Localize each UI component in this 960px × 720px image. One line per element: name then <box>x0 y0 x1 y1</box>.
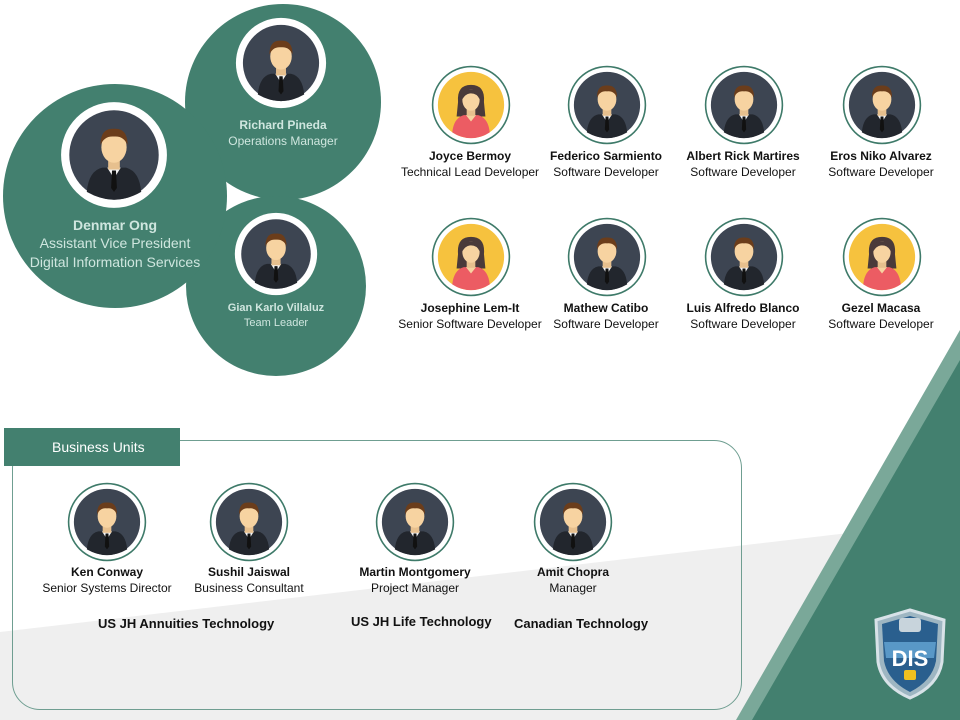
person-name: Amit Chopra <box>537 565 609 579</box>
avatar <box>704 217 784 297</box>
person-role: Team Leader <box>243 316 309 329</box>
avatar <box>67 482 147 562</box>
developer-card: Eros Niko Alvarez Software Developer <box>800 149 960 181</box>
developer-card: Josephine Lem-It Senior Software Develop… <box>389 301 551 333</box>
person-name: Josephine Lem-It <box>420 301 520 315</box>
business-units-tab: Business Units <box>4 428 180 466</box>
person-name: Martin Montgomery <box>359 565 471 579</box>
business-unit-group: US JH Annuities Technology <box>98 616 275 631</box>
person-role: Project Manager <box>370 580 460 595</box>
person-role: Software Developer <box>828 316 934 331</box>
person-name: Albert Rick Martires <box>686 149 800 163</box>
person-name: Gian Karlo Villaluz <box>227 302 325 314</box>
business-unit-person: Amit Chopra Manager <box>493 565 653 597</box>
avatar <box>431 217 511 297</box>
person-role: Software Developer <box>828 164 934 179</box>
avatar <box>235 17 327 109</box>
avatar <box>533 482 613 562</box>
avp-label: Denmar Ong Assistant Vice President Digi… <box>10 216 220 271</box>
avatar <box>234 212 318 296</box>
person-role: Software Developer <box>690 316 796 331</box>
person-role: Assistant Vice President <box>39 235 191 252</box>
person-role: Software Developer <box>553 164 659 179</box>
developer-card: Gezel Macasa Software Developer <box>800 301 960 333</box>
person-name: Ken Conway <box>70 565 143 579</box>
dis-logo: DIS <box>874 608 946 700</box>
person-name: Sushil Jaiswal <box>207 565 291 579</box>
avatar <box>842 65 922 145</box>
team-leader-label: Gian Karlo Villaluz Team Leader <box>196 301 356 330</box>
person-name: Eros Niko Alvarez <box>830 149 932 163</box>
business-unit-person: Martin Montgomery Project Manager <box>335 565 495 597</box>
person-role: Technical Lead Developer <box>400 164 540 179</box>
developer-card: Mathew Catibo Software Developer <box>525 301 687 333</box>
person-name: Joyce Bermoy <box>428 149 512 163</box>
person-name: Richard Pineda <box>239 118 327 132</box>
avatar <box>375 482 455 562</box>
person-name: Gezel Macasa <box>841 301 921 315</box>
person-role: Senior Systems Director <box>42 580 172 595</box>
developer-card: Luis Alfredo Blanco Software Developer <box>662 301 824 333</box>
person-name: Federico Sarmiento <box>549 149 663 163</box>
person-name: Luis Alfredo Blanco <box>686 301 800 315</box>
person-role: Operations Manager <box>228 133 338 148</box>
business-units-panel <box>12 440 742 710</box>
avatar <box>431 65 511 145</box>
person-role: Senior Software Developer <box>398 316 542 331</box>
person-name: Mathew Catibo <box>563 301 649 315</box>
ops-manager-label: Richard Pineda Operations Manager <box>200 118 366 150</box>
logo-text: DIS <box>892 646 929 671</box>
developer-card: Federico Sarmiento Software Developer <box>525 149 687 181</box>
developer-card: Joyce Bermoy Technical Lead Developer <box>389 149 551 181</box>
person-role: Software Developer <box>690 164 796 179</box>
business-unit-group: Canadian Technology <box>514 616 649 631</box>
avatar <box>704 65 784 145</box>
person-name: Denmar Ong <box>72 217 157 233</box>
avatar <box>567 65 647 145</box>
person-department: Digital Information Services <box>29 253 201 270</box>
business-unit-group: US JH Life Technology <box>351 614 492 629</box>
avatar <box>567 217 647 297</box>
person-role: Business Consultant <box>194 580 304 595</box>
person-role: Software Developer <box>553 316 659 331</box>
business-unit-person: Sushil Jaiswal Business Consultant <box>169 565 329 597</box>
avatar <box>842 217 922 297</box>
avatar <box>209 482 289 562</box>
business-unit-person: Ken Conway Senior Systems Director <box>27 565 187 597</box>
person-role: Manager <box>549 580 597 595</box>
developer-card: Albert Rick Martires Software Developer <box>662 149 824 181</box>
avatar <box>60 101 168 209</box>
